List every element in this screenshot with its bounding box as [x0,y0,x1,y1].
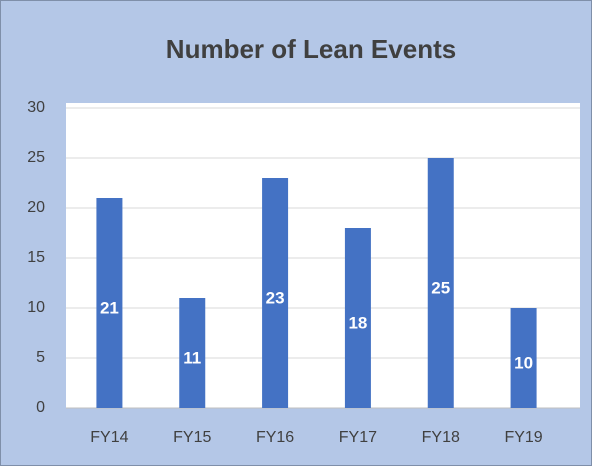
data-label: 25 [431,278,450,297]
x-tick-label: FY14 [90,429,128,446]
data-label: 23 [266,288,285,307]
y-tick-label: 5 [36,349,45,366]
data-label: 18 [348,313,367,332]
bar [510,308,537,408]
bar [179,298,206,408]
y-tick-label: 0 [36,399,45,416]
plot-area [66,103,580,408]
data-label: 10 [514,353,533,372]
y-tick-label: 30 [27,99,45,116]
bar [96,198,123,408]
data-label: 21 [100,298,119,317]
x-tick-label: FY17 [339,429,377,446]
bar [344,228,371,408]
bar [427,158,454,408]
data-label: 11 [183,348,201,367]
x-tick-label: FY18 [422,429,460,446]
bar [262,178,289,408]
chart-title: Number of Lean Events [166,34,456,64]
y-tick-label: 10 [27,299,45,316]
x-tick-label: FY16 [256,429,294,446]
y-tick-label: 20 [27,199,45,216]
y-tick-label: 25 [27,149,45,166]
x-tick-label: FY15 [173,429,211,446]
x-tick-label: FY19 [504,429,542,446]
y-tick-label: 15 [27,249,45,266]
